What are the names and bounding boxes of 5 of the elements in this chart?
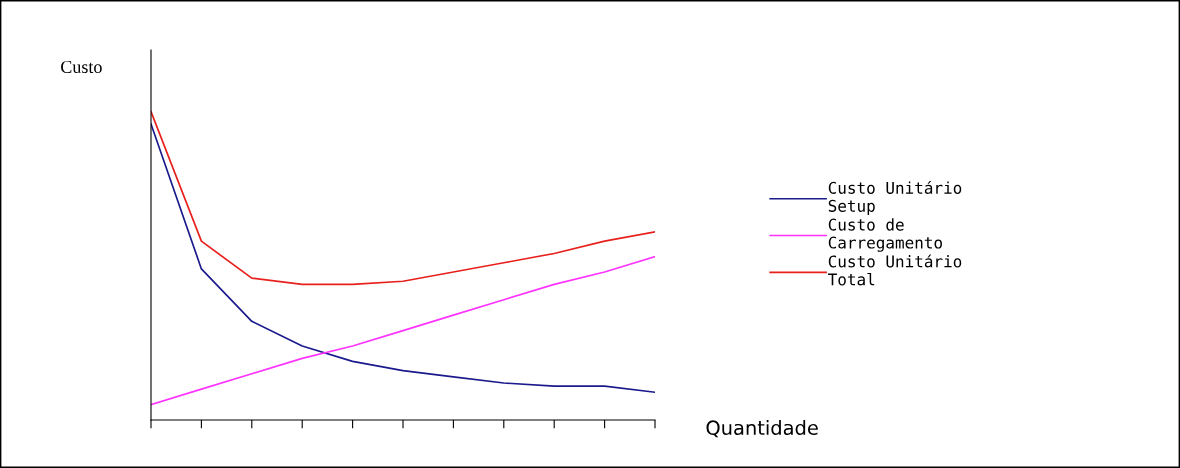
x-axis-title: Quantidade	[706, 420, 818, 438]
y-axis-title: Custo	[61, 60, 102, 74]
legend-label: Custo de Carregamento	[828, 218, 942, 252]
legend-label: Custo Unitário Total	[828, 254, 962, 286]
legend-label: Custo Unitário Setup	[828, 180, 962, 215]
